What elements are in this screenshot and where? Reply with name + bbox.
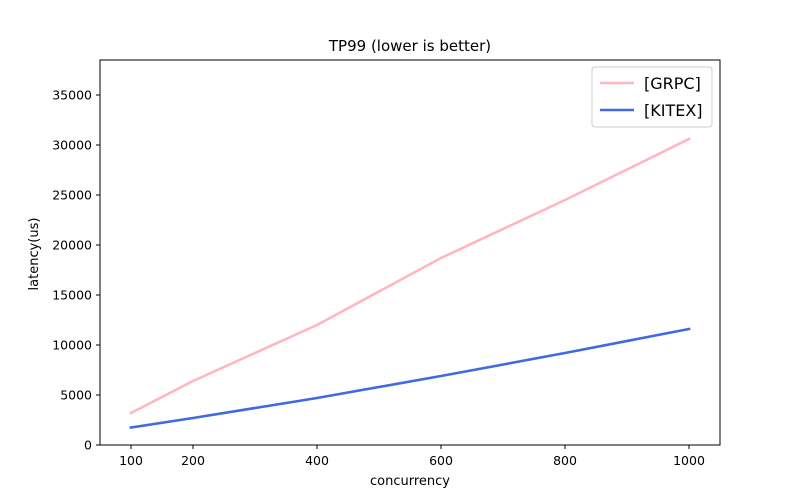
x-axis-label: concurrency — [370, 474, 450, 489]
plot-area: 100 200 400 600 800 1000050001000015000200002… — [52, 59, 721, 468]
series-line-grpc — [129, 137, 691, 415]
y-axis-label: latency(us) — [27, 218, 42, 291]
y-tick-label: 0 — [84, 438, 92, 453]
x-tick-label: 600 — [429, 453, 453, 468]
x-tick-label: 200 — [181, 453, 205, 468]
y-tick-label: 20000 — [52, 238, 92, 253]
y-tick-label: 5000 — [60, 388, 92, 403]
legend: [GRPC] [KITEX] — [591, 66, 713, 128]
x-tick-label: 100 — [119, 453, 143, 468]
x-tick-label: 800 — [553, 453, 577, 468]
plot-frame — [99, 59, 721, 446]
x-tick-label: 1000 — [673, 453, 705, 468]
y-tick-label: 10000 — [52, 338, 92, 353]
legend-label: [KITEX] — [644, 101, 703, 120]
y-tick-label: 15000 — [52, 288, 92, 303]
y-tick-label: 30000 — [52, 138, 92, 153]
chart-title: TP99 (lower is better) — [328, 37, 491, 55]
x-tick-label: 400 — [305, 453, 329, 468]
legend-label: [GRPC] — [644, 74, 701, 93]
y-tick-label: 35000 — [52, 88, 92, 103]
y-tick-label: 25000 — [52, 188, 92, 203]
series-line-kitex — [129, 327, 691, 429]
